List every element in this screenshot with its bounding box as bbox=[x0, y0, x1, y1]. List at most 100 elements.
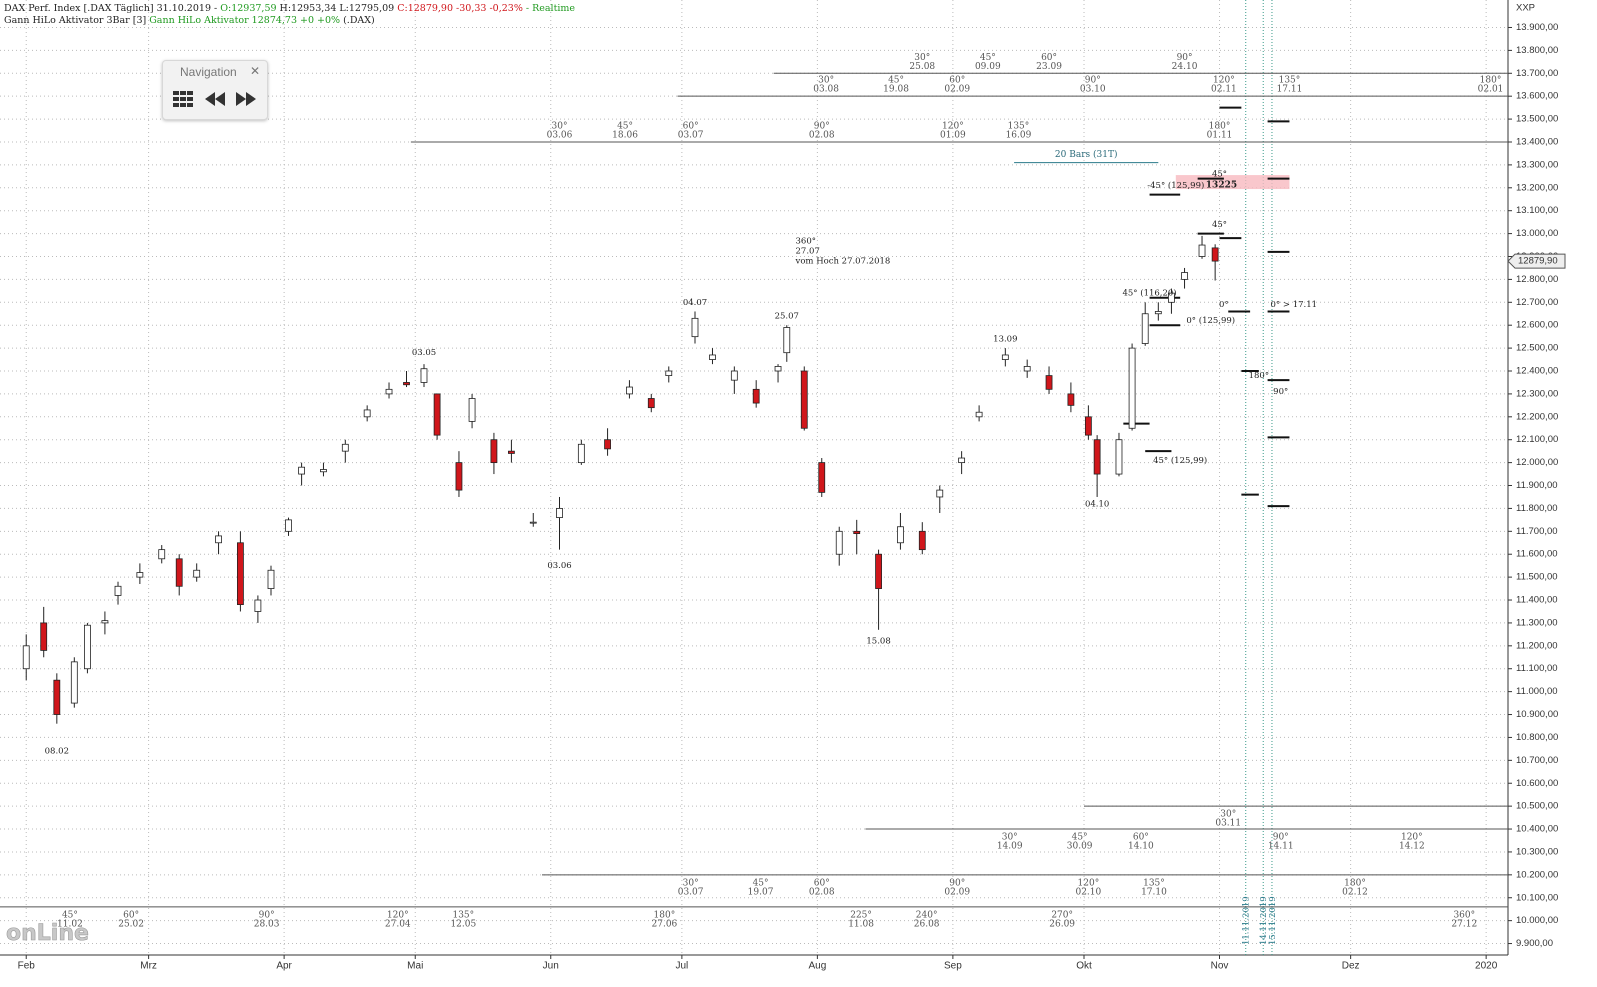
gann-date: 03.07 bbox=[678, 887, 704, 897]
annotation: 45° (125,99) bbox=[1153, 455, 1207, 466]
gann-date: 02.11 bbox=[1211, 85, 1237, 95]
forward-button[interactable] bbox=[236, 92, 256, 106]
x-tick-label: 2020 bbox=[1475, 961, 1498, 972]
candle-body bbox=[1211, 247, 1219, 262]
candle-body bbox=[508, 450, 515, 454]
y-tick-label: 11.200,00 bbox=[1516, 640, 1558, 651]
candle-body bbox=[783, 327, 791, 354]
header-text: O:12937,59 bbox=[220, 3, 277, 14]
candle-body bbox=[70, 661, 78, 704]
x-tick-label: Sep bbox=[944, 961, 962, 972]
gann-date: 14.09 bbox=[997, 842, 1023, 852]
candle-body bbox=[752, 388, 760, 404]
candle-body bbox=[403, 382, 410, 386]
gann-angle: 120° bbox=[1213, 76, 1235, 86]
gann-date: 02.09 bbox=[944, 85, 970, 95]
gann-date: 30.09 bbox=[1067, 842, 1093, 852]
y-tick-label: 13.600,00 bbox=[1516, 91, 1558, 102]
annotation: 90° bbox=[1273, 387, 1288, 397]
gann-angle: 90° bbox=[949, 878, 965, 888]
gann-date: 01.11 bbox=[1207, 130, 1233, 140]
back-button[interactable] bbox=[205, 92, 225, 106]
x-tick-label: Dez bbox=[1342, 961, 1360, 972]
candle-body bbox=[490, 439, 498, 464]
annotation: 45° (116,20) bbox=[1122, 288, 1176, 299]
gann-date: 02.10 bbox=[1075, 887, 1101, 897]
y-tick-label: 10.400,00 bbox=[1516, 824, 1558, 835]
annotation: 13.09 bbox=[993, 334, 1017, 344]
candle-body bbox=[22, 645, 30, 670]
x-tick-label: Feb bbox=[18, 961, 36, 972]
candle-body bbox=[958, 457, 966, 464]
candle-body bbox=[1198, 244, 1206, 257]
y-tick-label: 10.000,00 bbox=[1516, 915, 1558, 926]
candle-body bbox=[136, 572, 144, 578]
gann-date: 17.11 bbox=[1277, 85, 1303, 95]
gann-date: 09.09 bbox=[975, 62, 1001, 72]
candle-body bbox=[53, 679, 61, 715]
gann-date: 17.10 bbox=[1141, 887, 1167, 897]
candle-body bbox=[1084, 416, 1092, 436]
gann-angle: 60° bbox=[949, 76, 965, 86]
y-tick-label: 11.500,00 bbox=[1516, 572, 1558, 583]
y-tick-label: 11.400,00 bbox=[1516, 595, 1558, 606]
gann-date: 03.10 bbox=[1080, 85, 1106, 95]
close-button[interactable]: ✕ bbox=[249, 64, 260, 78]
gann-date: 23.09 bbox=[1036, 62, 1062, 72]
candle-body bbox=[875, 553, 882, 589]
candle-body bbox=[215, 535, 222, 544]
candle-body bbox=[1115, 439, 1123, 475]
gann-angle: 180° bbox=[1344, 878, 1366, 888]
gann-angle: 60° bbox=[683, 121, 699, 131]
x-tick-label: Jun bbox=[543, 961, 559, 972]
gann-angle: 60° bbox=[814, 878, 830, 888]
gann-angle: 180° bbox=[654, 910, 676, 920]
y-tick-label: 10.600,00 bbox=[1516, 778, 1558, 789]
annotation: 04.10 bbox=[1085, 499, 1109, 509]
candle-body bbox=[455, 462, 463, 491]
y-tick-label: 10.100,00 bbox=[1516, 892, 1558, 903]
gann-date: 12.05 bbox=[450, 919, 476, 929]
candle-body bbox=[84, 624, 91, 670]
candle-body bbox=[341, 443, 349, 452]
grid-button[interactable] bbox=[173, 91, 193, 107]
gann-angle: 120° bbox=[942, 121, 964, 131]
date-line-label: 15.11.2019 bbox=[1268, 896, 1278, 945]
x-tick-label: Aug bbox=[808, 961, 826, 972]
annotation: 15.08 bbox=[866, 637, 890, 647]
navigation-panel[interactable]: Navigation ✕ bbox=[162, 60, 268, 120]
gann-angle: 120° bbox=[1401, 833, 1423, 843]
gann-date: 03.11 bbox=[1215, 819, 1241, 829]
gann-date: 19.07 bbox=[748, 887, 774, 897]
candle-body bbox=[298, 466, 306, 475]
gann-angle: 30° bbox=[914, 53, 930, 63]
candle-body bbox=[363, 409, 371, 418]
gann-date: 16.09 bbox=[1006, 130, 1032, 140]
candle-body bbox=[626, 386, 633, 395]
y-tick-label: 13.000,00 bbox=[1516, 228, 1558, 239]
y-tick-label: 13.200,00 bbox=[1516, 182, 1558, 193]
gann-angle: 135° bbox=[1008, 121, 1030, 131]
gann-date: 14.11 bbox=[1268, 842, 1294, 852]
y-tick-label: 12.000,00 bbox=[1516, 457, 1558, 468]
candle-body bbox=[604, 439, 611, 450]
watermark: onLine bbox=[6, 921, 89, 946]
y-tick-label: 11.000,00 bbox=[1516, 686, 1558, 697]
y-tick-label: 10.500,00 bbox=[1516, 801, 1558, 812]
candle-body bbox=[730, 370, 738, 381]
gann-date: 27.12 bbox=[1451, 919, 1477, 929]
gann-angle: 90° bbox=[259, 910, 275, 920]
gann-date: 11.08 bbox=[848, 919, 874, 929]
candle-body bbox=[320, 469, 327, 473]
navigation-title: Navigation bbox=[180, 65, 237, 79]
candle-body bbox=[40, 622, 48, 651]
gann-angle: 45° bbox=[980, 53, 996, 63]
header-line: DAX Perf. Index [.DAX Täglich] 31.10.201… bbox=[4, 3, 578, 15]
header-text: H:12953,34 bbox=[279, 3, 337, 14]
y-tick-label: 13.700,00 bbox=[1516, 68, 1558, 79]
gann-date: 03.06 bbox=[547, 130, 573, 140]
gann-date: 02.09 bbox=[944, 887, 970, 897]
annotation: 180° bbox=[1249, 371, 1269, 381]
candle-body bbox=[818, 462, 826, 493]
